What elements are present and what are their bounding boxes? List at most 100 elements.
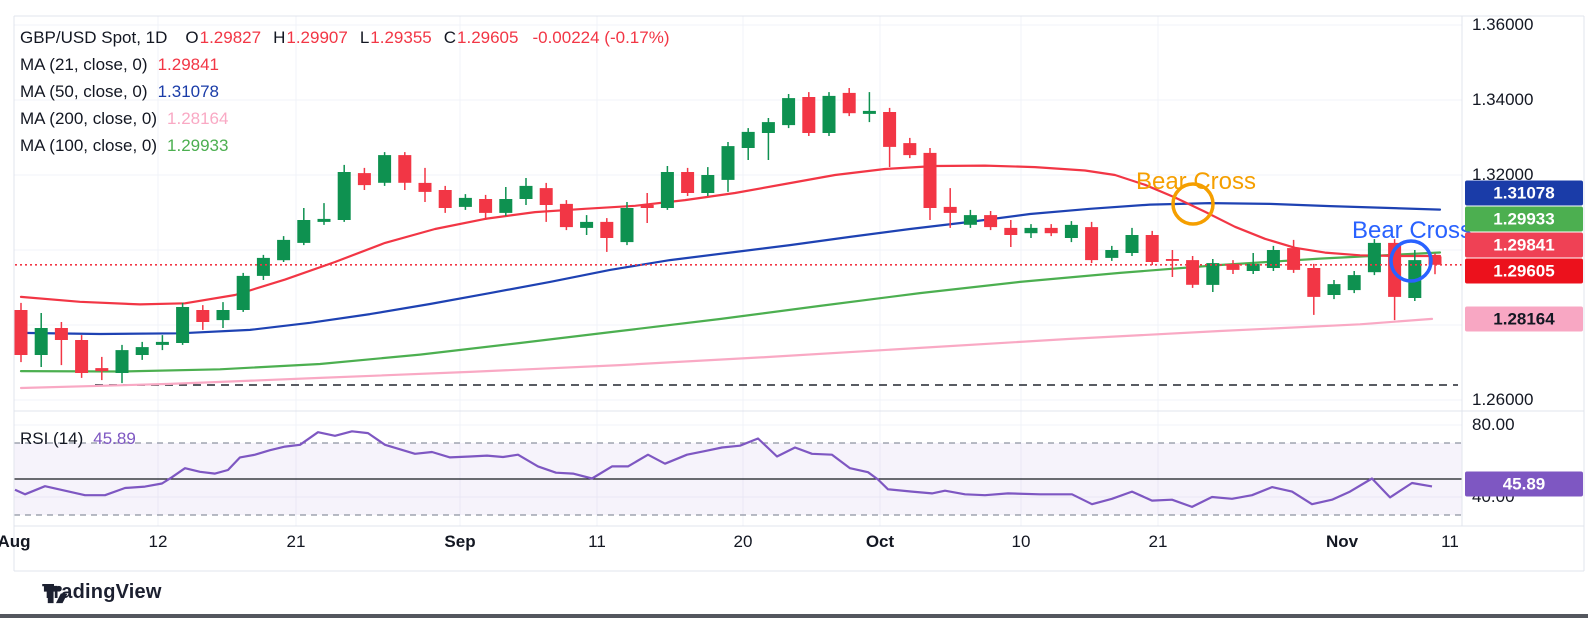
candle [1125, 235, 1139, 253]
candle [903, 143, 917, 156]
candle [337, 172, 351, 220]
candle [600, 221, 614, 238]
ma21-legend-row[interactable]: MA (21, close, 0) 1.29841 [20, 54, 220, 74]
symbol-legend-row[interactable]: GBP/USD Spot, 1D O1.29827 H1.29907 L1.29… [20, 24, 670, 51]
price-tick-label: 1.26000 [1472, 390, 1534, 409]
candle [1085, 227, 1099, 261]
candle [176, 307, 190, 343]
candle [1145, 235, 1159, 262]
ma100-legend-row[interactable]: MA (100, close, 0) 1.29933 [20, 135, 229, 155]
price-tick-label: 1.36000 [1472, 15, 1534, 34]
rsi-value: 45.89 [93, 429, 136, 448]
ohlc-low: L1.29355 [359, 27, 432, 47]
candle [721, 146, 735, 180]
candle [963, 215, 977, 225]
candle [1428, 256, 1442, 265]
candle [681, 172, 695, 193]
price-tick-label: 1.32000 [1472, 165, 1534, 184]
bottom-border-bar [0, 614, 1588, 618]
candle [256, 257, 270, 276]
time-tick-11: 11 [1441, 532, 1459, 551]
candle [782, 98, 796, 126]
tradingview-logo-link[interactable]: TradingView [42, 581, 162, 604]
legend: GBP/USD Spot, 1D O1.29827 H1.29907 L1.29… [20, 24, 670, 159]
price-tick-label: 1.34000 [1472, 90, 1534, 109]
ohlc-close: C1.29605 [443, 27, 519, 47]
candle [660, 172, 674, 208]
candle [862, 110, 876, 114]
candle [1226, 263, 1240, 270]
candle [620, 208, 634, 243]
candle [1044, 227, 1058, 234]
candle [580, 221, 594, 228]
candle [54, 328, 68, 340]
price-badge-1.31078: 1.31078 [1465, 180, 1583, 206]
ohlc-high: H1.29907 [273, 27, 348, 47]
candle [317, 218, 331, 222]
symbol-title: GBP/USD Spot, 1D [20, 27, 168, 47]
candle [14, 310, 28, 355]
ma50-legend-row[interactable]: MA (50, close, 0) 1.31078 [20, 81, 220, 101]
price-badge-ma200: 1.28164 [1465, 306, 1583, 332]
price-badge-1.29841: 1.29841 [1465, 232, 1583, 258]
time-tick-10: 10 [1011, 532, 1031, 551]
rsi-value-badge: 45.89 [1465, 471, 1583, 497]
bear-cross-annotation-2[interactable]: Bear Cross [1352, 217, 1472, 283]
candle [1287, 248, 1301, 270]
candle [297, 220, 311, 243]
rsi-label: RSI (14) [20, 429, 84, 448]
candle [418, 182, 432, 192]
candle [155, 341, 169, 345]
candle [1307, 268, 1321, 297]
candle [701, 175, 715, 193]
bear-cross-circle[interactable] [1171, 182, 1215, 226]
candle [1004, 227, 1018, 235]
ohlc-open: O1.29827 [185, 27, 262, 47]
candle [761, 122, 775, 133]
time-tick-Oct: Oct [865, 532, 895, 551]
candle [499, 199, 513, 213]
candle [1246, 263, 1260, 271]
candle [539, 188, 553, 205]
candle [1105, 250, 1119, 258]
candle [741, 131, 755, 148]
time-tick-21: 21 [1148, 532, 1168, 551]
bear-cross-label[interactable]: Bear Cross [1136, 168, 1256, 195]
ma200-legend-row[interactable]: MA (200, close, 0) 1.28164 [20, 108, 229, 128]
price-badge-1.29933: 1.29933 [1465, 206, 1583, 232]
candle [1024, 227, 1038, 234]
ma-50-line [19, 202, 1442, 336]
candle [438, 190, 452, 208]
change-value: -0.00224 (-0.17%) [532, 27, 670, 47]
candle [943, 206, 957, 213]
candle [519, 185, 533, 199]
rsi-legend-row[interactable]: RSI (14) 45.89 [20, 429, 136, 449]
candle [196, 310, 210, 322]
ma-100-line [19, 251, 1442, 373]
candle [802, 97, 816, 133]
ma-200-line [19, 317, 1434, 390]
candle [216, 310, 230, 321]
time-tick-11: 11 [588, 532, 606, 551]
rsi-tick-label: 80.00 [1472, 415, 1515, 434]
time-tick-Sep: Sep [444, 532, 476, 551]
time-tick-Nov: Nov [1325, 532, 1359, 551]
ma21-value: 1.29841 [157, 54, 220, 74]
bear-cross-label[interactable]: Bear Cross [1352, 217, 1472, 244]
candle [883, 112, 897, 147]
bear-cross-annotation-1[interactable]: Bear Cross [1136, 168, 1256, 226]
ma-21-line [19, 164, 1442, 306]
bear-cross-circle[interactable] [1389, 239, 1433, 283]
candle [1064, 224, 1078, 238]
time-tick-20: 20 [733, 532, 753, 551]
ma200-value: 1.28164 [167, 108, 229, 128]
candle [559, 203, 573, 228]
candle [236, 275, 250, 310]
price-badge-1.29605: 1.29605 [1465, 258, 1583, 284]
candle [135, 347, 149, 355]
candle [923, 152, 937, 208]
tradingview-logo-text: TradingView [42, 581, 162, 603]
candle [1186, 260, 1200, 285]
